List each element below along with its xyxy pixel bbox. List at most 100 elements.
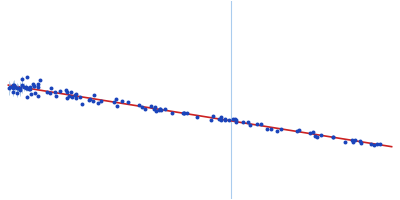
Point bbox=[307, 132, 313, 135]
Point bbox=[11, 83, 17, 86]
Point bbox=[357, 140, 363, 143]
Point bbox=[181, 111, 188, 114]
Point bbox=[309, 130, 316, 134]
Point bbox=[34, 82, 41, 85]
Point bbox=[24, 86, 30, 89]
Point bbox=[69, 95, 76, 99]
Point bbox=[7, 85, 13, 88]
Point bbox=[156, 108, 162, 112]
Point bbox=[18, 84, 25, 87]
Point bbox=[113, 104, 120, 107]
Point bbox=[53, 94, 60, 97]
Point bbox=[157, 108, 164, 111]
Point bbox=[19, 77, 26, 81]
Point bbox=[157, 108, 163, 111]
Point bbox=[27, 86, 33, 89]
Point bbox=[77, 95, 84, 98]
Point bbox=[22, 85, 29, 88]
Point bbox=[24, 87, 30, 90]
Point bbox=[151, 107, 157, 110]
Point bbox=[152, 109, 159, 112]
Point bbox=[232, 120, 239, 124]
Point bbox=[6, 87, 12, 90]
Point bbox=[312, 134, 318, 138]
Point bbox=[34, 94, 41, 98]
Point bbox=[24, 76, 30, 79]
Point bbox=[245, 120, 251, 124]
Point bbox=[32, 92, 38, 95]
Point bbox=[330, 135, 336, 138]
Point bbox=[16, 89, 23, 92]
Point bbox=[12, 86, 18, 89]
Point bbox=[232, 118, 238, 121]
Point bbox=[371, 144, 378, 147]
Point bbox=[27, 87, 34, 90]
Point bbox=[162, 108, 168, 111]
Point bbox=[377, 142, 384, 145]
Point bbox=[136, 103, 142, 106]
Point bbox=[63, 88, 69, 91]
Point bbox=[31, 84, 37, 87]
Point bbox=[180, 112, 186, 115]
Point bbox=[350, 140, 356, 144]
Point bbox=[151, 106, 158, 109]
Point bbox=[208, 118, 214, 121]
Point bbox=[73, 96, 79, 100]
Point bbox=[10, 83, 16, 86]
Point bbox=[210, 115, 216, 118]
Point bbox=[142, 107, 148, 111]
Point bbox=[118, 99, 125, 102]
Point bbox=[342, 140, 349, 143]
Point bbox=[31, 84, 38, 87]
Point bbox=[98, 99, 104, 103]
Point bbox=[47, 92, 54, 95]
Point bbox=[368, 142, 374, 146]
Point bbox=[72, 93, 79, 96]
Point bbox=[17, 86, 23, 89]
Point bbox=[35, 86, 41, 89]
Point bbox=[30, 82, 36, 86]
Point bbox=[14, 91, 20, 94]
Point bbox=[218, 119, 224, 122]
Point bbox=[181, 112, 187, 115]
Point bbox=[294, 129, 300, 132]
Point bbox=[349, 139, 356, 142]
Point bbox=[216, 117, 222, 120]
Point bbox=[28, 92, 34, 96]
Point bbox=[125, 101, 131, 104]
Point bbox=[268, 127, 274, 130]
Point bbox=[184, 111, 190, 115]
Point bbox=[72, 93, 78, 96]
Point bbox=[218, 116, 224, 119]
Point bbox=[44, 91, 50, 94]
Point bbox=[278, 128, 284, 131]
Point bbox=[264, 127, 271, 130]
Point bbox=[374, 143, 380, 146]
Point bbox=[78, 102, 85, 106]
Point bbox=[258, 123, 264, 126]
Point bbox=[14, 87, 20, 90]
Point bbox=[240, 120, 246, 124]
Point bbox=[91, 94, 98, 97]
Point bbox=[111, 100, 117, 103]
Point bbox=[10, 86, 16, 89]
Point bbox=[314, 135, 321, 138]
Point bbox=[48, 87, 54, 90]
Point bbox=[230, 117, 237, 120]
Point bbox=[86, 99, 92, 102]
Point bbox=[148, 105, 154, 108]
Point bbox=[232, 119, 239, 122]
Point bbox=[158, 109, 164, 112]
Point bbox=[63, 91, 70, 94]
Point bbox=[194, 115, 201, 118]
Point bbox=[68, 91, 74, 94]
Point bbox=[24, 95, 30, 98]
Point bbox=[222, 118, 228, 121]
Point bbox=[90, 100, 96, 103]
Point bbox=[23, 87, 29, 90]
Point bbox=[247, 123, 253, 127]
Point bbox=[169, 111, 176, 114]
Point bbox=[87, 97, 93, 100]
Point bbox=[113, 98, 119, 101]
Point bbox=[10, 91, 16, 94]
